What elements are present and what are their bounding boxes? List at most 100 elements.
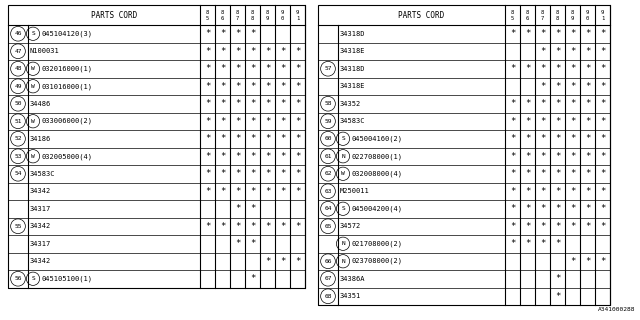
Text: *: * xyxy=(250,117,255,126)
Text: *: * xyxy=(525,222,530,231)
Text: 66: 66 xyxy=(324,259,332,264)
Text: *: * xyxy=(235,99,240,108)
Text: *: * xyxy=(570,187,575,196)
Text: *: * xyxy=(235,29,240,38)
Text: *: * xyxy=(265,134,270,143)
Text: *: * xyxy=(295,187,300,196)
Text: 56: 56 xyxy=(14,276,22,281)
Text: 62: 62 xyxy=(324,171,332,176)
Text: *: * xyxy=(600,134,605,143)
Text: 8: 8 xyxy=(266,10,269,14)
Text: *: * xyxy=(295,222,300,231)
Text: *: * xyxy=(280,222,285,231)
Bar xyxy=(318,5,610,305)
Text: *: * xyxy=(585,187,590,196)
Text: N: N xyxy=(341,241,345,246)
Text: *: * xyxy=(540,222,545,231)
Text: *: * xyxy=(250,82,255,91)
Text: *: * xyxy=(600,204,605,213)
Text: *: * xyxy=(585,117,590,126)
Text: 032016000(1): 032016000(1) xyxy=(42,66,93,72)
Text: *: * xyxy=(585,257,590,266)
Text: *: * xyxy=(540,82,545,91)
Text: 021708000(2): 021708000(2) xyxy=(351,241,403,247)
Text: *: * xyxy=(600,257,605,266)
Text: 57: 57 xyxy=(324,66,332,71)
Text: 46: 46 xyxy=(14,31,22,36)
Text: *: * xyxy=(280,134,285,143)
Text: *: * xyxy=(525,64,530,73)
Text: *: * xyxy=(510,204,515,213)
Text: *: * xyxy=(555,117,560,126)
Text: 59: 59 xyxy=(324,119,332,124)
Text: *: * xyxy=(265,187,270,196)
Text: *: * xyxy=(205,222,210,231)
Text: *: * xyxy=(555,64,560,73)
Text: 022708000(1): 022708000(1) xyxy=(351,153,403,159)
Text: 5: 5 xyxy=(511,15,514,20)
Text: *: * xyxy=(540,187,545,196)
Text: *: * xyxy=(585,152,590,161)
Text: *: * xyxy=(220,47,225,56)
Text: *: * xyxy=(280,82,285,91)
Text: 6: 6 xyxy=(221,15,224,20)
Text: *: * xyxy=(510,29,515,38)
Text: 34318E: 34318E xyxy=(340,48,365,54)
Text: *: * xyxy=(280,99,285,108)
Text: 031016000(1): 031016000(1) xyxy=(42,83,93,90)
Text: *: * xyxy=(525,99,530,108)
Text: *: * xyxy=(585,222,590,231)
Text: *: * xyxy=(510,222,515,231)
Text: *: * xyxy=(250,99,255,108)
Text: *: * xyxy=(570,169,575,178)
Text: *: * xyxy=(570,82,575,91)
Text: *: * xyxy=(555,82,560,91)
Text: *: * xyxy=(570,29,575,38)
Text: *: * xyxy=(235,222,240,231)
Text: 9: 9 xyxy=(571,15,574,20)
Text: 9: 9 xyxy=(601,10,604,14)
Text: 68: 68 xyxy=(324,294,332,299)
Text: S: S xyxy=(341,206,345,211)
Text: *: * xyxy=(540,134,545,143)
Text: *: * xyxy=(250,187,255,196)
Text: 34317: 34317 xyxy=(30,241,51,247)
Text: *: * xyxy=(540,152,545,161)
Text: 5: 5 xyxy=(206,15,209,20)
Text: *: * xyxy=(280,187,285,196)
Text: *: * xyxy=(265,47,270,56)
Text: *: * xyxy=(235,64,240,73)
Text: *: * xyxy=(525,29,530,38)
Text: 47: 47 xyxy=(14,49,22,54)
Text: *: * xyxy=(570,204,575,213)
Text: *: * xyxy=(600,64,605,73)
Text: 8: 8 xyxy=(556,10,559,14)
Text: *: * xyxy=(265,99,270,108)
Text: *: * xyxy=(250,204,255,213)
Text: *: * xyxy=(585,64,590,73)
Text: *: * xyxy=(585,99,590,108)
Text: *: * xyxy=(295,169,300,178)
Text: *: * xyxy=(525,169,530,178)
Text: 34486: 34486 xyxy=(30,101,51,107)
Text: S: S xyxy=(341,136,345,141)
Text: *: * xyxy=(265,82,270,91)
Text: 045105100(1): 045105100(1) xyxy=(42,276,93,282)
Text: 8: 8 xyxy=(511,10,514,14)
Text: M250011: M250011 xyxy=(340,188,370,194)
Text: *: * xyxy=(265,117,270,126)
Text: *: * xyxy=(250,47,255,56)
Text: *: * xyxy=(525,204,530,213)
Text: S: S xyxy=(31,31,35,36)
Text: *: * xyxy=(600,82,605,91)
Text: *: * xyxy=(555,99,560,108)
Text: 34352: 34352 xyxy=(340,101,361,107)
Text: 63: 63 xyxy=(324,189,332,194)
Text: *: * xyxy=(220,187,225,196)
Text: 54: 54 xyxy=(14,171,22,176)
Text: *: * xyxy=(555,169,560,178)
Text: *: * xyxy=(585,204,590,213)
Text: *: * xyxy=(525,239,530,248)
Text: *: * xyxy=(555,204,560,213)
Text: *: * xyxy=(250,29,255,38)
